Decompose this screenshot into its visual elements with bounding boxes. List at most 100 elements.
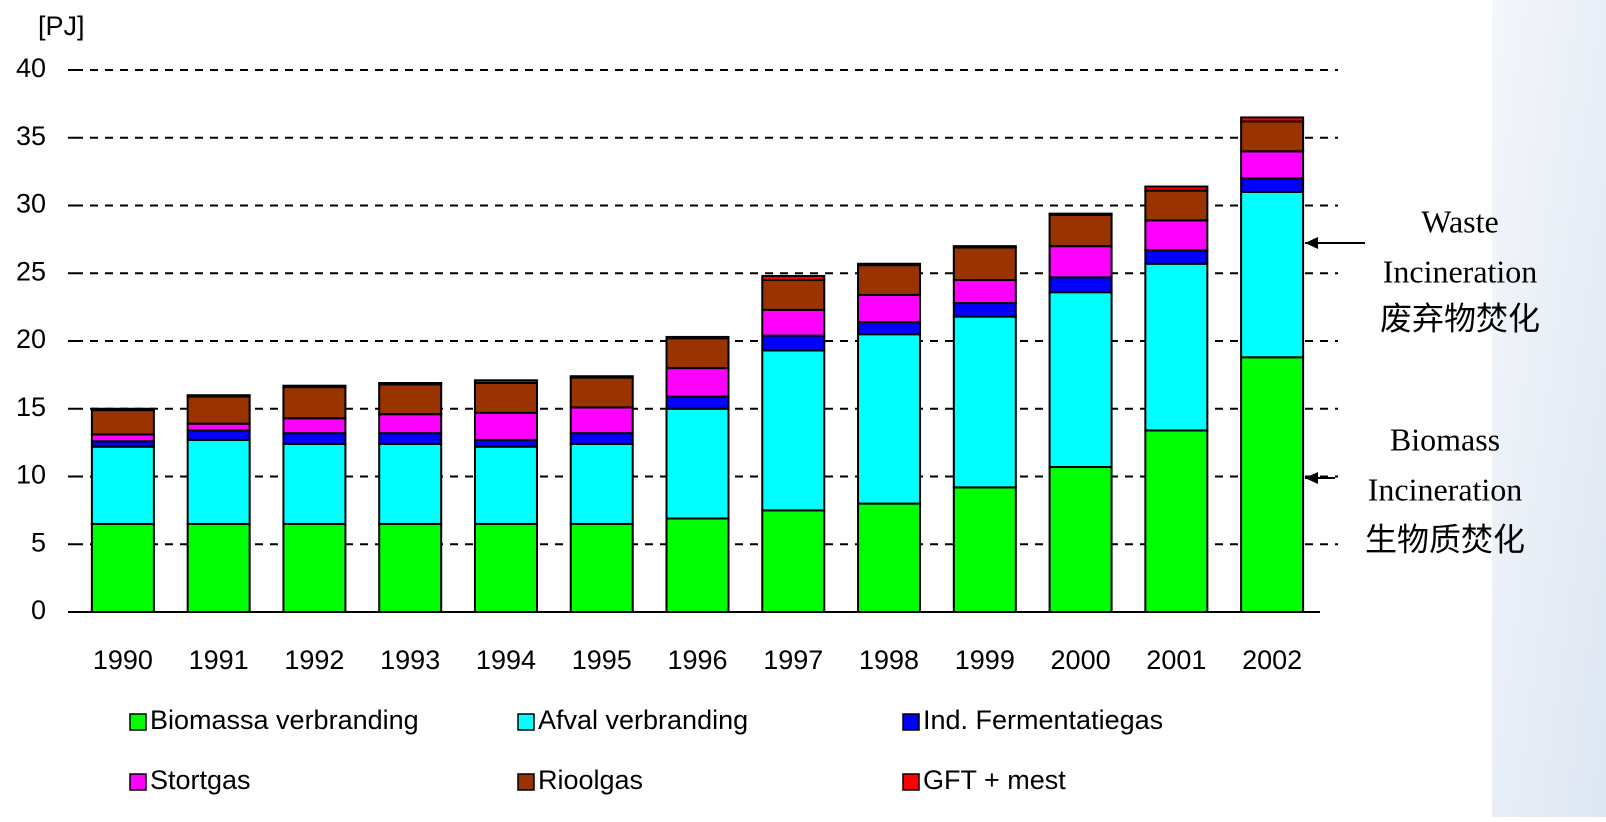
x-tick-label: 1994 [476, 645, 536, 675]
bar-segment [569, 522, 634, 613]
bar-segment [473, 382, 538, 414]
legend-swatch [902, 773, 920, 791]
y-tick-label: 5 [31, 527, 46, 557]
bar-segment [378, 522, 443, 613]
bar-segment [1144, 185, 1209, 192]
bar-segment [186, 522, 251, 613]
bar-segment [665, 517, 730, 614]
bar-segment [1240, 116, 1305, 123]
bar-segment [1144, 189, 1209, 222]
bar-segment [857, 264, 922, 296]
y-tick-label: 35 [16, 121, 46, 151]
bar-segment [1144, 249, 1209, 265]
y-tick-label: 10 [16, 460, 46, 490]
annotation: 废弃物焚化 [1380, 300, 1540, 336]
bar-segment [952, 246, 1017, 282]
legend-label: Afval verbranding [538, 705, 748, 735]
bar-segment [665, 335, 730, 340]
legend-swatch [129, 773, 147, 791]
bar-segment [378, 442, 443, 525]
bar-segment [857, 293, 922, 324]
y-axis-label: [PJ] [38, 11, 85, 41]
bar-segment [90, 445, 155, 525]
bar-segment [282, 386, 347, 420]
bar-segment [282, 432, 347, 445]
bar-segment [761, 349, 826, 512]
bar-segment [569, 406, 634, 435]
bar-segment [952, 486, 1017, 613]
x-tick-label: 1991 [189, 645, 249, 675]
bar-segment [761, 334, 826, 352]
x-tick-label: 1998 [859, 645, 919, 675]
annotation: Biomass [1390, 421, 1500, 457]
bar-segment [473, 438, 538, 448]
bar-segment [665, 337, 730, 370]
bar-segment [1048, 276, 1113, 294]
bar-segment [186, 395, 251, 425]
bar-segment [569, 432, 634, 445]
x-tick-label: 1990 [93, 645, 153, 675]
bar-segment [1048, 245, 1113, 279]
side-strip [1492, 0, 1606, 817]
bar-segment [1144, 262, 1209, 432]
bar-segment [90, 433, 155, 443]
legend-label: Ind. Fermentatiegas [923, 705, 1163, 735]
x-tick-label: 2002 [1242, 645, 1302, 675]
bar-segment [761, 308, 826, 337]
bar-segment [90, 407, 155, 412]
legend-swatch [517, 773, 535, 791]
x-tick-label: 1992 [284, 645, 344, 675]
bar-segment [569, 375, 634, 379]
bar-segment [1144, 429, 1209, 613]
bar-segment [90, 522, 155, 613]
bar-segment [378, 382, 443, 386]
x-tick-label: 2001 [1146, 645, 1206, 675]
bar-segment [569, 442, 634, 525]
y-tick-label: 25 [16, 256, 46, 286]
bar-segment [473, 445, 538, 525]
annotation: Incineration [1383, 253, 1538, 289]
bar-segment [282, 417, 347, 435]
bar-segment [1048, 213, 1113, 248]
y-tick-label: 20 [16, 324, 46, 354]
bar-segment [857, 502, 922, 614]
legend-swatch [129, 713, 147, 731]
bar-segment [90, 409, 155, 436]
legend-label: Stortgas [150, 765, 251, 795]
legend-swatch [517, 713, 535, 731]
bar-segment [186, 438, 251, 525]
x-tick-label: 1993 [380, 645, 440, 675]
bar-segment [473, 379, 538, 385]
bar-segment [378, 413, 443, 435]
bar-segment [1240, 356, 1305, 614]
bar-segment [761, 279, 826, 311]
bar-segment [952, 302, 1017, 318]
bar-segment [665, 395, 730, 410]
bar-segment [473, 522, 538, 613]
legend-label: Biomassa verbranding [150, 705, 419, 735]
annotation: Waste [1421, 203, 1498, 239]
bar-segment [952, 245, 1017, 249]
bar-segment [857, 262, 922, 267]
bar-segment [1048, 212, 1113, 216]
bar-segment [952, 315, 1017, 489]
bar-segment [1240, 150, 1305, 180]
legend-label: Rioolgas [538, 765, 643, 795]
bar-segment [857, 333, 922, 505]
x-tick-label: 1995 [572, 645, 632, 675]
bar-segment [1240, 177, 1305, 193]
bar-segment [857, 321, 922, 336]
bar-segment [761, 509, 826, 613]
bar-segment [1240, 190, 1305, 359]
y-tick-label: 40 [16, 53, 46, 83]
bar-segment [569, 376, 634, 409]
bar-segment [761, 274, 826, 282]
legend-label: GFT + mest [923, 765, 1066, 795]
y-tick-label: 0 [31, 595, 46, 625]
bar-segment [282, 522, 347, 613]
bar-segment [1048, 466, 1113, 614]
bar-segment [665, 367, 730, 398]
x-tick-label: 2000 [1051, 645, 1111, 675]
bar-segment [952, 279, 1017, 305]
x-tick-label: 1999 [955, 645, 1015, 675]
